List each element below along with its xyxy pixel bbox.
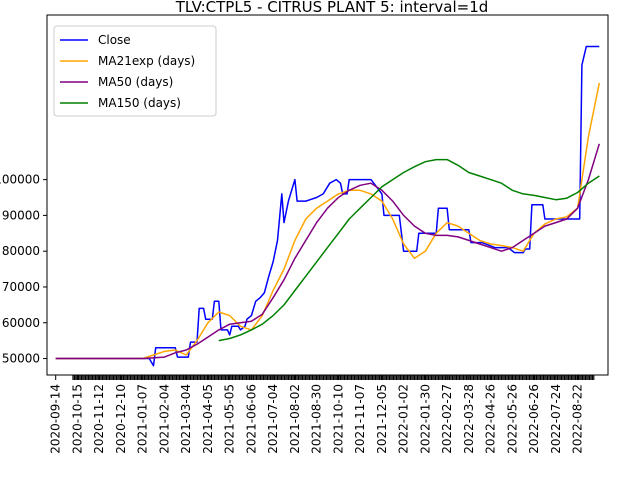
x-tick-label: 2021-11-07 xyxy=(353,384,367,454)
series-line-3 xyxy=(218,158,600,342)
legend-label-2: MA50 (days) xyxy=(98,75,173,89)
y-tick-label: 70000 xyxy=(2,280,40,294)
legend-label-3: MA150 (days) xyxy=(98,96,181,110)
series-line-2 xyxy=(55,143,601,360)
x-tick-label: 2021-08-02 xyxy=(288,384,302,454)
x-tick-label: 2021-12-05 xyxy=(375,384,389,454)
y-tick-label: 50000 xyxy=(2,352,40,366)
x-tick-label: 2020-09-14 xyxy=(49,384,63,454)
x-tick-label: 2021-04-05 xyxy=(201,384,215,454)
x-tick-label: 2022-07-24 xyxy=(549,384,563,454)
legend-label-1: MA21exp (days) xyxy=(98,54,195,68)
x-tick-label: 2021-08-30 xyxy=(310,384,324,454)
x-tick-label: 2022-01-30 xyxy=(418,384,432,454)
x-tick-label: 2022-02-27 xyxy=(440,384,454,454)
chart-title: TLV:CTPL5 - CITRUS PLANT 5: interval=1d xyxy=(175,0,489,16)
legend-box xyxy=(53,25,217,117)
x-tick-label: 2022-08-22 xyxy=(571,384,585,454)
x-tick-label: 2022-01-02 xyxy=(397,384,411,454)
x-tick-label: 2020-11-12 xyxy=(92,384,106,454)
x-tick-label: 2020-10-15 xyxy=(70,384,84,454)
x-tick-label: 2021-05-05 xyxy=(223,384,237,454)
x-tick-label: 2021-06-06 xyxy=(244,384,258,454)
y-axis: 50000 60000 70000 80000 90000 100000 xyxy=(0,173,47,366)
y-tick-label: 60000 xyxy=(2,316,40,330)
x-tick-label: 2021-01-07 xyxy=(136,384,150,454)
x-tick-label: 2021-07-04 xyxy=(266,384,280,454)
x-axis: 2020-09-14 2020-10-15 2020-11-12 2020-12-10… xyxy=(49,375,595,454)
plot-lines xyxy=(55,45,601,367)
y-tick-label: 90000 xyxy=(2,208,40,222)
series-line-1 xyxy=(55,82,601,360)
x-tick-label: 2021-02-04 xyxy=(157,384,171,454)
x-tick-label: 2022-04-26 xyxy=(484,384,498,454)
x-tick-label: 2022-03-28 xyxy=(462,384,476,454)
x-tick-label: 2021-10-10 xyxy=(331,384,345,454)
x-tick-label: 2022-05-26 xyxy=(505,384,519,454)
x-tick-label: 2020-12-10 xyxy=(114,384,128,454)
x-tick-label: 2022-06-26 xyxy=(527,384,541,454)
y-tick-label: 100000 xyxy=(0,173,40,187)
x-tick-label: 2021-03-04 xyxy=(179,384,193,454)
y-tick-label: 80000 xyxy=(2,244,40,258)
legend: Close MA21exp (days) MA50 (days) MA150 (day… xyxy=(53,25,217,117)
legend-label-0: Close xyxy=(98,33,131,47)
